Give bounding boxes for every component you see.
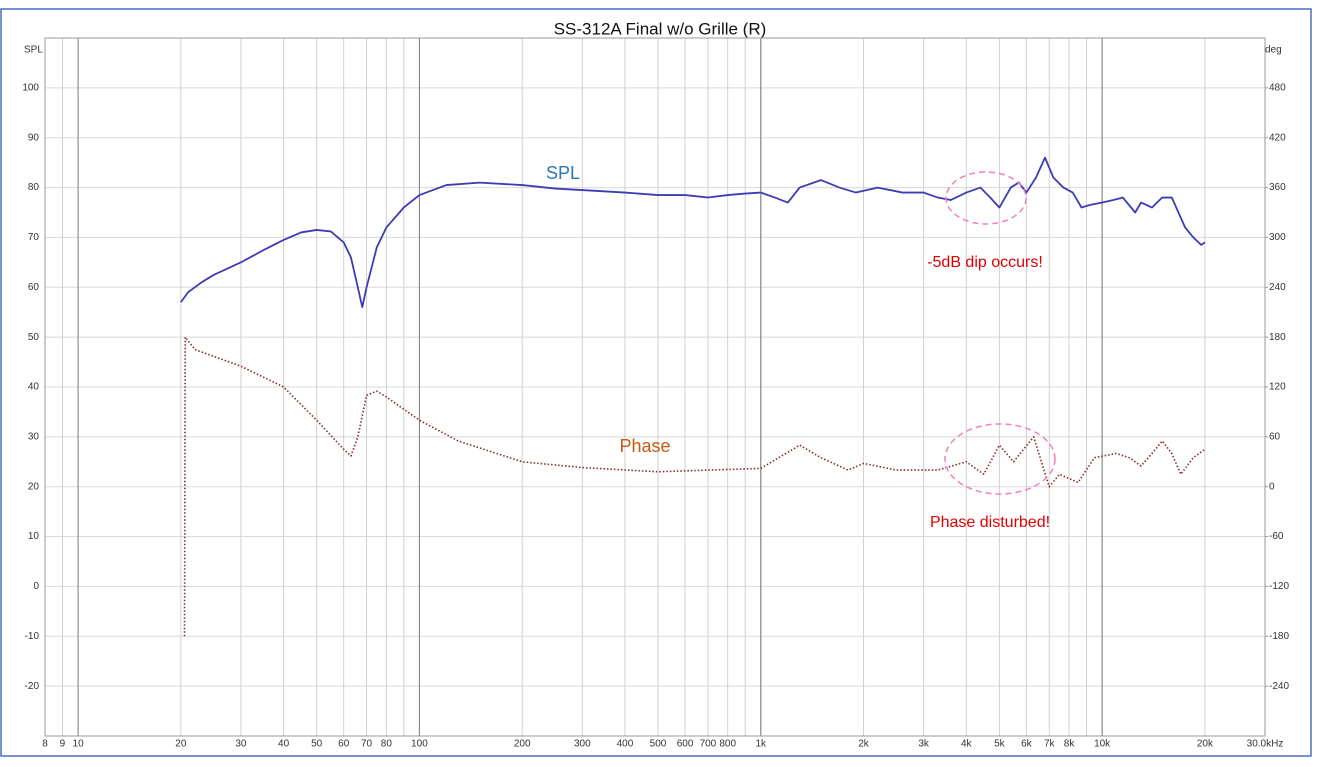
series-label: Phase [619,436,670,456]
y-tick-label: 80 [28,182,40,193]
highlight-ellipse [944,423,1056,495]
y-tick-label: 70 [28,232,40,243]
y-tick-label: 40 [28,382,40,393]
y-tick-label: 50 [28,332,40,343]
x-tick-label: 5k [994,739,1006,750]
y-tick-label: 30 [28,431,40,442]
x-tick-label: 20k [1197,739,1214,750]
x-tick-label: 8 [42,739,48,750]
highlight-ellipse [945,171,1027,225]
y-tick-label: 0 [33,581,39,592]
x-tick-label: 30 [235,739,247,750]
y2-tick-label: 480 [1269,82,1286,93]
y-tick-label: -10 [25,631,40,642]
x-tick-label: 1k [756,739,768,750]
annotation: -5dB dip occurs! [927,254,1043,271]
y-tick-label: 100 [22,82,39,93]
y2-axis-label: deg [1265,45,1282,56]
y-tick-label: -20 [25,681,40,692]
x-tick-label: 600 [677,739,694,750]
x-tick-label: 6k [1021,739,1033,750]
x-tick-label: 30.0kHz [1247,739,1284,750]
frame [0,8,1312,757]
y2-tick-label: -120 [1269,581,1289,592]
x-tick-label: 7k [1044,739,1056,750]
x-tick-label: 60 [338,739,350,750]
y2-tick-label: 120 [1269,382,1286,393]
x-tick-label: 50 [311,739,323,750]
x-tick-label: 8k [1064,739,1076,750]
y2-tick-label: 0 [1269,481,1275,492]
y2-tick-label: 420 [1269,132,1286,143]
x-tick-label: 800 [719,739,736,750]
y-axis-label: SPL [24,45,43,56]
series-line [183,336,1206,637]
x-tick-label: 400 [617,739,634,750]
y-tick-label: 20 [28,481,40,492]
x-tick-label: 20 [175,739,187,750]
y-tick-label: 90 [28,132,40,143]
y2-tick-label: 300 [1269,232,1286,243]
x-tick-label: 10 [73,739,85,750]
series-label: SPL [546,163,580,183]
y-tick-label: 10 [28,531,40,542]
x-tick-label: 70 [361,739,373,750]
x-tick-label: 9 [60,739,66,750]
y2-tick-label: 180 [1269,332,1286,343]
x-tick-label: 40 [278,739,290,750]
x-tick-label: 500 [650,739,667,750]
x-tick-label: 10k [1094,739,1111,750]
x-tick-label: 300 [574,739,591,750]
x-tick-label: 3k [918,739,930,750]
y-tick-label: 60 [28,282,40,293]
x-tick-label: 700 [700,739,717,750]
chart-title: SS-312A Final w/o Grille (R) [554,19,767,38]
y2-tick-label: 60 [1269,431,1281,442]
series-line [180,156,1206,309]
x-tick-label: 100 [411,739,428,750]
y2-tick-label: 360 [1269,182,1286,193]
y2-tick-label: -240 [1269,681,1289,692]
x-tick-label: 200 [514,739,531,750]
x-tick-label: 80 [381,739,393,750]
y2-tick-label: -180 [1269,631,1289,642]
y2-tick-label: -60 [1269,531,1284,542]
annotation: Phase disturbed! [930,514,1050,531]
plot [180,156,1206,637]
x-tick-label: 4k [961,739,973,750]
y2-tick-label: 240 [1269,282,1286,293]
x-tick-label: 2k [858,739,870,750]
